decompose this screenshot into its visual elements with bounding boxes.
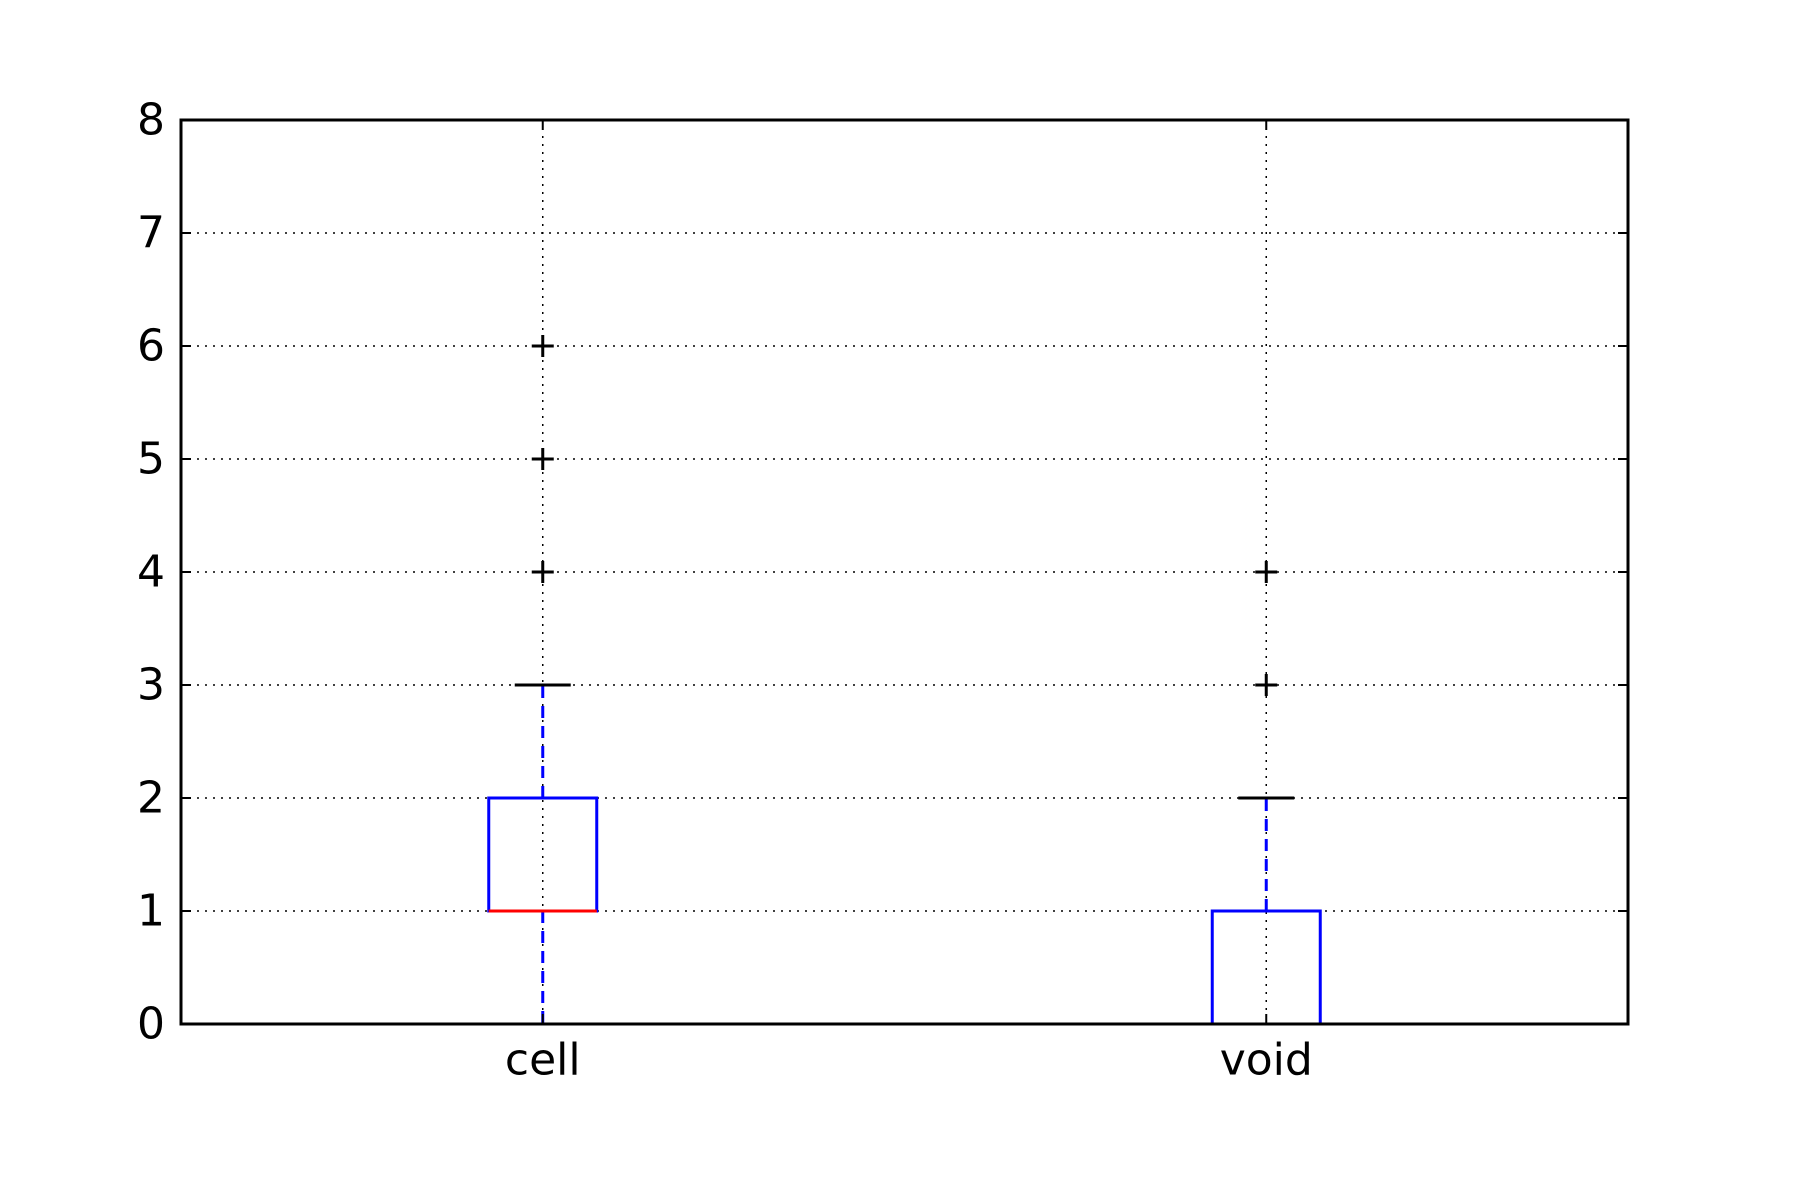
tick-layer bbox=[181, 119, 1628, 1025]
iqr-box-cell bbox=[487, 796, 599, 913]
y-tick-label: 5 bbox=[137, 434, 165, 485]
y-tick-label: 6 bbox=[137, 321, 165, 372]
box-cell bbox=[487, 335, 599, 1026]
y-tick-label: 0 bbox=[137, 999, 165, 1050]
x-tick-label-cell: cell bbox=[505, 1035, 581, 1086]
y-tick-label: 2 bbox=[137, 773, 165, 824]
y-tick-label: 4 bbox=[137, 547, 165, 598]
y-tick-label: 8 bbox=[137, 95, 165, 146]
y-tick-label: 3 bbox=[137, 660, 165, 711]
plot-frame bbox=[179, 118, 1630, 1026]
outlier-point-void bbox=[1255, 561, 1278, 583]
label-layer: 0 1 2 3 4 5 6 7 8 cell void bbox=[137, 95, 1313, 1086]
grid-layer bbox=[181, 120, 1628, 1024]
y-tick-label: 1 bbox=[137, 886, 165, 937]
iqr-box-void bbox=[1210, 909, 1322, 1026]
y-tick-label: 7 bbox=[137, 208, 165, 259]
outlier-point-void bbox=[1255, 674, 1278, 696]
outlier-point-cell bbox=[531, 561, 554, 583]
x-tick-label-void: void bbox=[1220, 1035, 1313, 1086]
box-layer bbox=[487, 335, 1322, 1026]
outlier-point-cell bbox=[531, 335, 554, 357]
outlier-point-cell bbox=[531, 448, 554, 470]
